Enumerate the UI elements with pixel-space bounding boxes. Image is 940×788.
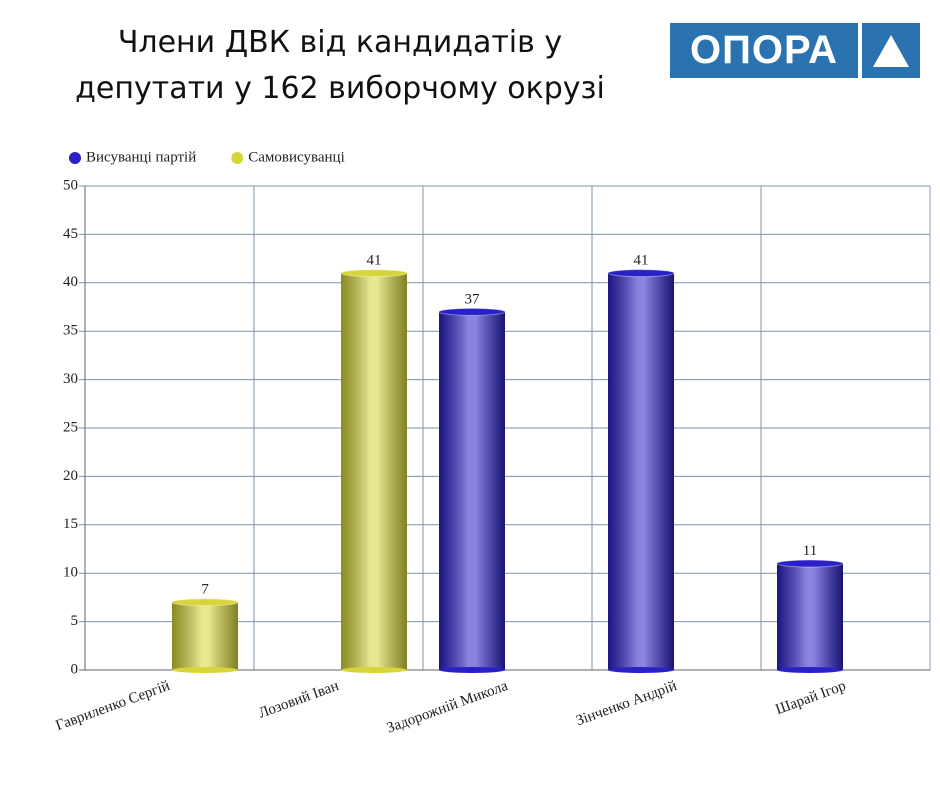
bar-base bbox=[171, 667, 238, 673]
x-tick-label: Лозовий Іван bbox=[257, 678, 341, 722]
y-tick-label: 35 bbox=[63, 323, 78, 339]
bar-cap bbox=[171, 598, 239, 607]
y-tick-label: 20 bbox=[63, 468, 78, 484]
bar-shade bbox=[171, 602, 238, 670]
bar-cap bbox=[607, 269, 675, 278]
y-tick-label: 50 bbox=[63, 177, 78, 193]
logo-icon bbox=[862, 23, 920, 78]
bar-shade bbox=[340, 273, 407, 670]
bar-shade bbox=[608, 273, 675, 670]
y-tick-label: 10 bbox=[63, 565, 78, 581]
x-tick-label: Гавриленко Сергій bbox=[54, 678, 172, 734]
y-tick-label: 30 bbox=[63, 371, 78, 387]
bar-cap bbox=[776, 559, 844, 568]
logo: ОПОРА bbox=[670, 23, 920, 78]
chart-title: Члени ДВК від кандидатів у депутати у 16… bbox=[75, 25, 605, 106]
data-label: 11 bbox=[803, 543, 817, 559]
legend-label: Висуванці партій bbox=[86, 149, 196, 165]
y-tick-label: 0 bbox=[71, 661, 79, 677]
logo-text: ОПОРА bbox=[670, 23, 858, 78]
bar-base bbox=[439, 667, 506, 673]
data-label: 37 bbox=[465, 291, 481, 307]
bar-shade bbox=[439, 311, 506, 670]
legend-label: Самовисуванці bbox=[248, 149, 345, 165]
y-tick-label: 45 bbox=[63, 226, 78, 242]
data-label: 41 bbox=[634, 253, 649, 269]
x-tick-label: Шарай Ігор bbox=[774, 678, 849, 718]
y-tick-label: 15 bbox=[63, 516, 78, 532]
y-tick-label: 25 bbox=[63, 419, 78, 435]
legend-marker bbox=[69, 152, 81, 164]
bar-base bbox=[608, 667, 675, 673]
y-tick-label: 5 bbox=[71, 613, 79, 629]
bar-base bbox=[340, 667, 407, 673]
bar-cap bbox=[438, 307, 506, 316]
bar-cap bbox=[340, 269, 408, 278]
legend-marker bbox=[231, 152, 244, 164]
bar-base bbox=[777, 667, 844, 673]
bar-shade bbox=[777, 563, 844, 670]
x-tick-label: Задорожній Микола bbox=[385, 678, 511, 737]
x-tick-label: Зінченко Андрій bbox=[574, 678, 679, 729]
data-label: 7 bbox=[201, 582, 209, 598]
data-label: 41 bbox=[366, 253, 381, 269]
logo-triangle bbox=[873, 35, 909, 67]
y-tick-label: 40 bbox=[63, 274, 78, 290]
